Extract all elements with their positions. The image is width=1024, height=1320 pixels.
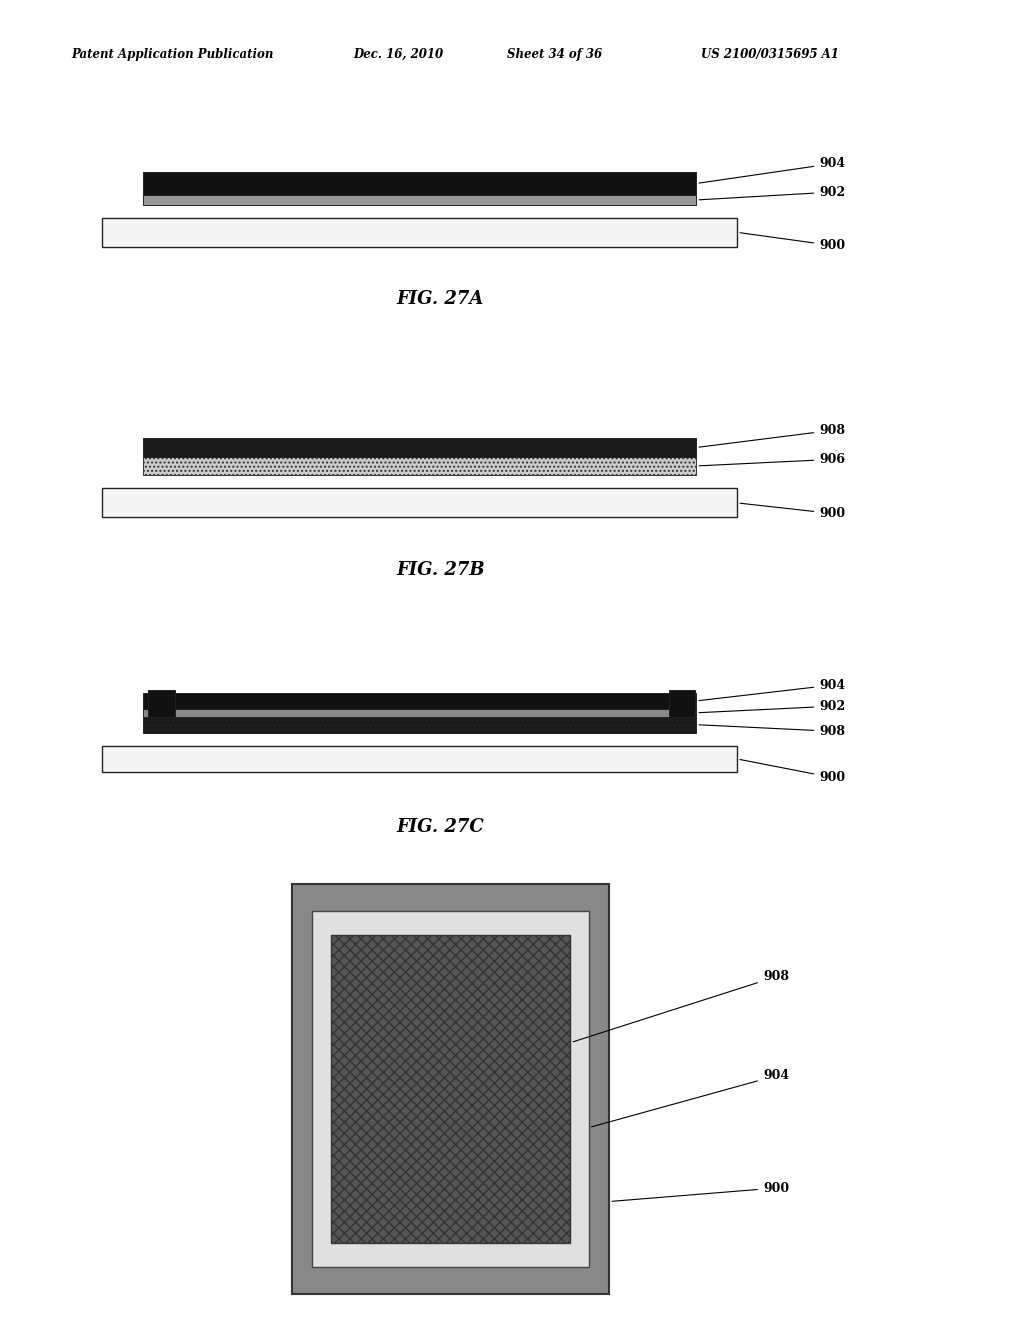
Bar [102,488,737,517]
Text: FIG. 27A: FIG. 27A [396,290,484,309]
Text: 900: 900 [740,232,846,252]
Bar [312,911,589,1267]
Text: Sheet 34 of 36: Sheet 34 of 36 [507,48,602,61]
Text: 904: 904 [699,157,846,183]
Text: US 2100/0315695 A1: US 2100/0315695 A1 [701,48,840,61]
Bar [102,218,737,247]
Bar [143,195,696,205]
Text: 908: 908 [699,725,845,738]
Bar [102,746,737,772]
Bar [143,717,696,733]
Bar [143,709,696,717]
Bar [143,172,696,195]
Bar [143,693,696,709]
Bar [669,690,695,717]
Text: 900: 900 [740,503,846,520]
Bar [331,935,570,1243]
Bar [148,690,175,717]
Text: FIG. 27B: FIG. 27B [396,561,484,579]
Text: 904: 904 [592,1069,790,1127]
Text: 902: 902 [699,186,846,199]
Bar [292,884,609,1294]
Text: 900: 900 [740,759,846,784]
Text: Patent Application Publication: Patent Application Publication [72,48,274,61]
Text: Dec. 16, 2010: Dec. 16, 2010 [353,48,443,61]
Text: FIG. 27C: FIG. 27C [396,818,484,837]
Bar [143,457,696,475]
Text: 904: 904 [699,678,846,701]
Bar [143,438,696,457]
Text: 902: 902 [699,700,846,713]
Text: 908: 908 [573,970,788,1041]
Text: 908: 908 [699,424,845,447]
Text: 900: 900 [612,1181,790,1201]
Text: 906: 906 [699,453,845,466]
